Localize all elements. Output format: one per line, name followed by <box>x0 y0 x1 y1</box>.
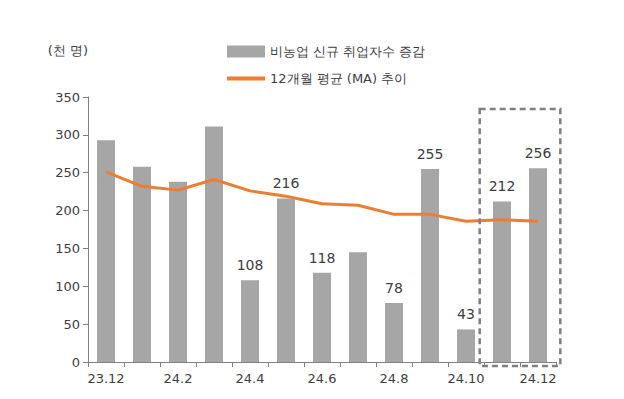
svg-text:24.10: 24.10 <box>447 371 484 386</box>
svg-text:12개월 평균 (MA) 추이: 12개월 평균 (MA) 추이 <box>270 71 407 86</box>
svg-text:300: 300 <box>55 127 80 142</box>
svg-text:256: 256 <box>525 145 552 161</box>
svg-text:24.12: 24.12 <box>519 371 556 386</box>
svg-text:23.12: 23.12 <box>87 371 124 386</box>
svg-text:108: 108 <box>237 257 264 273</box>
svg-text:255: 255 <box>417 146 444 162</box>
svg-text:100: 100 <box>55 279 80 294</box>
svg-text:200: 200 <box>55 203 80 218</box>
svg-text:24.6: 24.6 <box>308 371 337 386</box>
svg-text:24.2: 24.2 <box>164 371 193 386</box>
svg-text:(천 명): (천 명) <box>48 43 88 58</box>
svg-text:118: 118 <box>309 250 336 266</box>
svg-text:78: 78 <box>385 280 403 296</box>
svg-text:150: 150 <box>55 241 80 256</box>
svg-text:비농업 신규 취업자수 증감: 비농업 신규 취업자수 증감 <box>270 44 425 59</box>
svg-text:212: 212 <box>489 178 516 194</box>
svg-text:50: 50 <box>63 317 80 332</box>
svg-text:350: 350 <box>55 90 80 105</box>
svg-text:250: 250 <box>55 165 80 180</box>
svg-text:24.4: 24.4 <box>236 371 265 386</box>
svg-text:43: 43 <box>457 306 475 322</box>
svg-text:216: 216 <box>273 175 300 191</box>
svg-text:24.8: 24.8 <box>380 371 409 386</box>
svg-text:0: 0 <box>72 355 80 370</box>
